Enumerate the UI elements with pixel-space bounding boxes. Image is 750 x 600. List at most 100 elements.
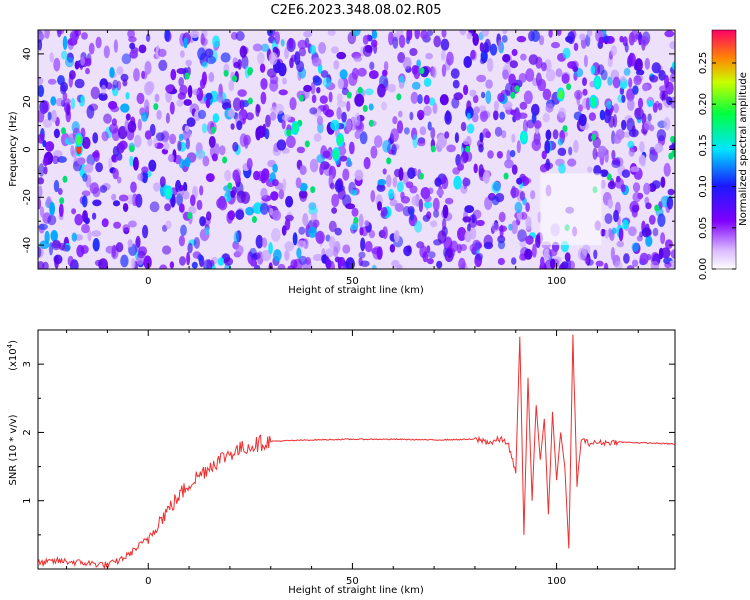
spectrogram-blob (657, 213, 666, 227)
spectrogram-blob (426, 245, 431, 254)
spectrogram-blob (39, 206, 45, 218)
spectrogram-blob (420, 187, 431, 200)
spectrogram-x-label: Height of straight line (km) (288, 285, 424, 296)
spectrogram-blob (126, 194, 134, 205)
spectrogram-blob (312, 76, 323, 86)
spectrogram-blob (186, 251, 191, 266)
spectrogram-blob (442, 218, 447, 231)
spectrogram-blob (277, 263, 286, 269)
y-tick-label: 20 (22, 95, 33, 108)
spectrogram-blob (237, 89, 247, 97)
spectrogram-blob (311, 57, 322, 67)
spectrogram-blob (409, 48, 418, 56)
spectrogram-blob (59, 197, 65, 205)
spectrogram-blob (268, 242, 273, 255)
spectrogram-blob (180, 224, 187, 236)
spectrogram-blob (595, 260, 604, 267)
spectrogram-blob (626, 265, 635, 269)
spectrogram-blob (441, 64, 447, 77)
spectrogram-blob (82, 173, 88, 182)
spectrogram-blob (108, 157, 113, 169)
spectrogram-blob (618, 227, 624, 242)
spectrogram-blob (350, 189, 358, 196)
spectrogram-blob (92, 199, 102, 207)
spectrogram-blob (280, 39, 285, 47)
hotspot (558, 89, 564, 100)
spectrogram-blob (49, 202, 55, 216)
spectrogram-blob (187, 242, 193, 254)
spectrogram-blob (548, 249, 558, 257)
spectrogram-blob (100, 84, 107, 95)
spectrogram-blob (180, 50, 185, 58)
spectrogram-blob (286, 135, 296, 149)
spectrogram-blob (178, 184, 184, 192)
spectrogram-blob (396, 120, 404, 134)
spectrogram-blob (137, 173, 144, 181)
spectrogram-blob (630, 166, 640, 173)
spectrogram-blob (607, 181, 616, 190)
spectrogram-blob (463, 84, 469, 96)
spectrogram-blob (310, 81, 316, 95)
spectrogram-blob (236, 120, 243, 131)
spectrogram-blob (260, 78, 268, 90)
spectrogram-blob (61, 50, 68, 60)
spectrogram-blob (390, 128, 400, 142)
spectrogram-blob (446, 51, 454, 66)
spectrogram-blob (288, 37, 294, 50)
spectrogram-blob (616, 240, 625, 248)
spectrogram-blob (514, 201, 523, 214)
spectrogram-blob (530, 190, 536, 200)
spectrogram-blob (149, 201, 160, 213)
spectrogram-blob (184, 125, 190, 132)
spectrogram-blob (38, 84, 45, 97)
spectrogram-blob (508, 73, 516, 86)
spectrogram-blob (89, 182, 100, 194)
spectrogram-blob (295, 177, 302, 189)
spectrogram-blob (293, 258, 303, 269)
spectrogram-blob (42, 157, 49, 167)
spectrogram-blob (148, 159, 157, 172)
spectrogram-blob (483, 42, 489, 54)
spectrogram-blob (309, 107, 318, 115)
spectrogram-blob (620, 75, 626, 83)
y-tick-label: -20 (22, 189, 33, 205)
spectrogram-blob (517, 229, 527, 242)
spectrogram-blob (336, 51, 347, 60)
spectrogram-blob (214, 143, 220, 156)
spectrogram-blob (298, 94, 304, 102)
spectrogram-blob (564, 252, 571, 262)
spectrogram-blob (450, 68, 460, 79)
spectrogram-blob (532, 243, 537, 258)
spectrogram-blob (434, 177, 442, 187)
spectrogram-blob (419, 67, 425, 75)
spectrogram-blob (669, 41, 675, 50)
spectrogram-blob (363, 157, 371, 170)
spectrogram-blob (165, 220, 172, 229)
spectrogram-blob (165, 84, 174, 93)
spectrogram-blob (542, 112, 550, 123)
spectrogram-blob (568, 260, 575, 269)
spectrogram-blob (52, 239, 61, 249)
spectrogram-blob (336, 107, 342, 120)
spectrogram-blob (364, 220, 370, 227)
spectrogram-blob (516, 177, 523, 185)
spectrogram-blob (376, 183, 386, 192)
spectrogram-blob (362, 35, 369, 45)
spectrogram-blob (80, 95, 85, 103)
spectrogram-blob (142, 224, 149, 239)
spectrogram-blob (503, 172, 509, 180)
spectrogram-blob (250, 259, 258, 267)
spectrogram-blob (197, 109, 207, 120)
spectrogram-blob (433, 35, 442, 48)
spectrogram-blob (628, 77, 633, 89)
spectrogram-blob (353, 216, 359, 224)
figure-title: C2E6.2023.348.08.02.R05 (270, 3, 441, 18)
spectrogram-blob (613, 103, 619, 114)
spectrogram-blob (58, 203, 64, 217)
spectrogram-blob (476, 139, 484, 148)
spectrogram-blob (389, 244, 396, 253)
spectrogram-blob (411, 195, 419, 206)
spectrogram-blob (429, 220, 438, 228)
spectrogram-blob (414, 30, 420, 40)
spectrogram-blob (489, 43, 498, 56)
